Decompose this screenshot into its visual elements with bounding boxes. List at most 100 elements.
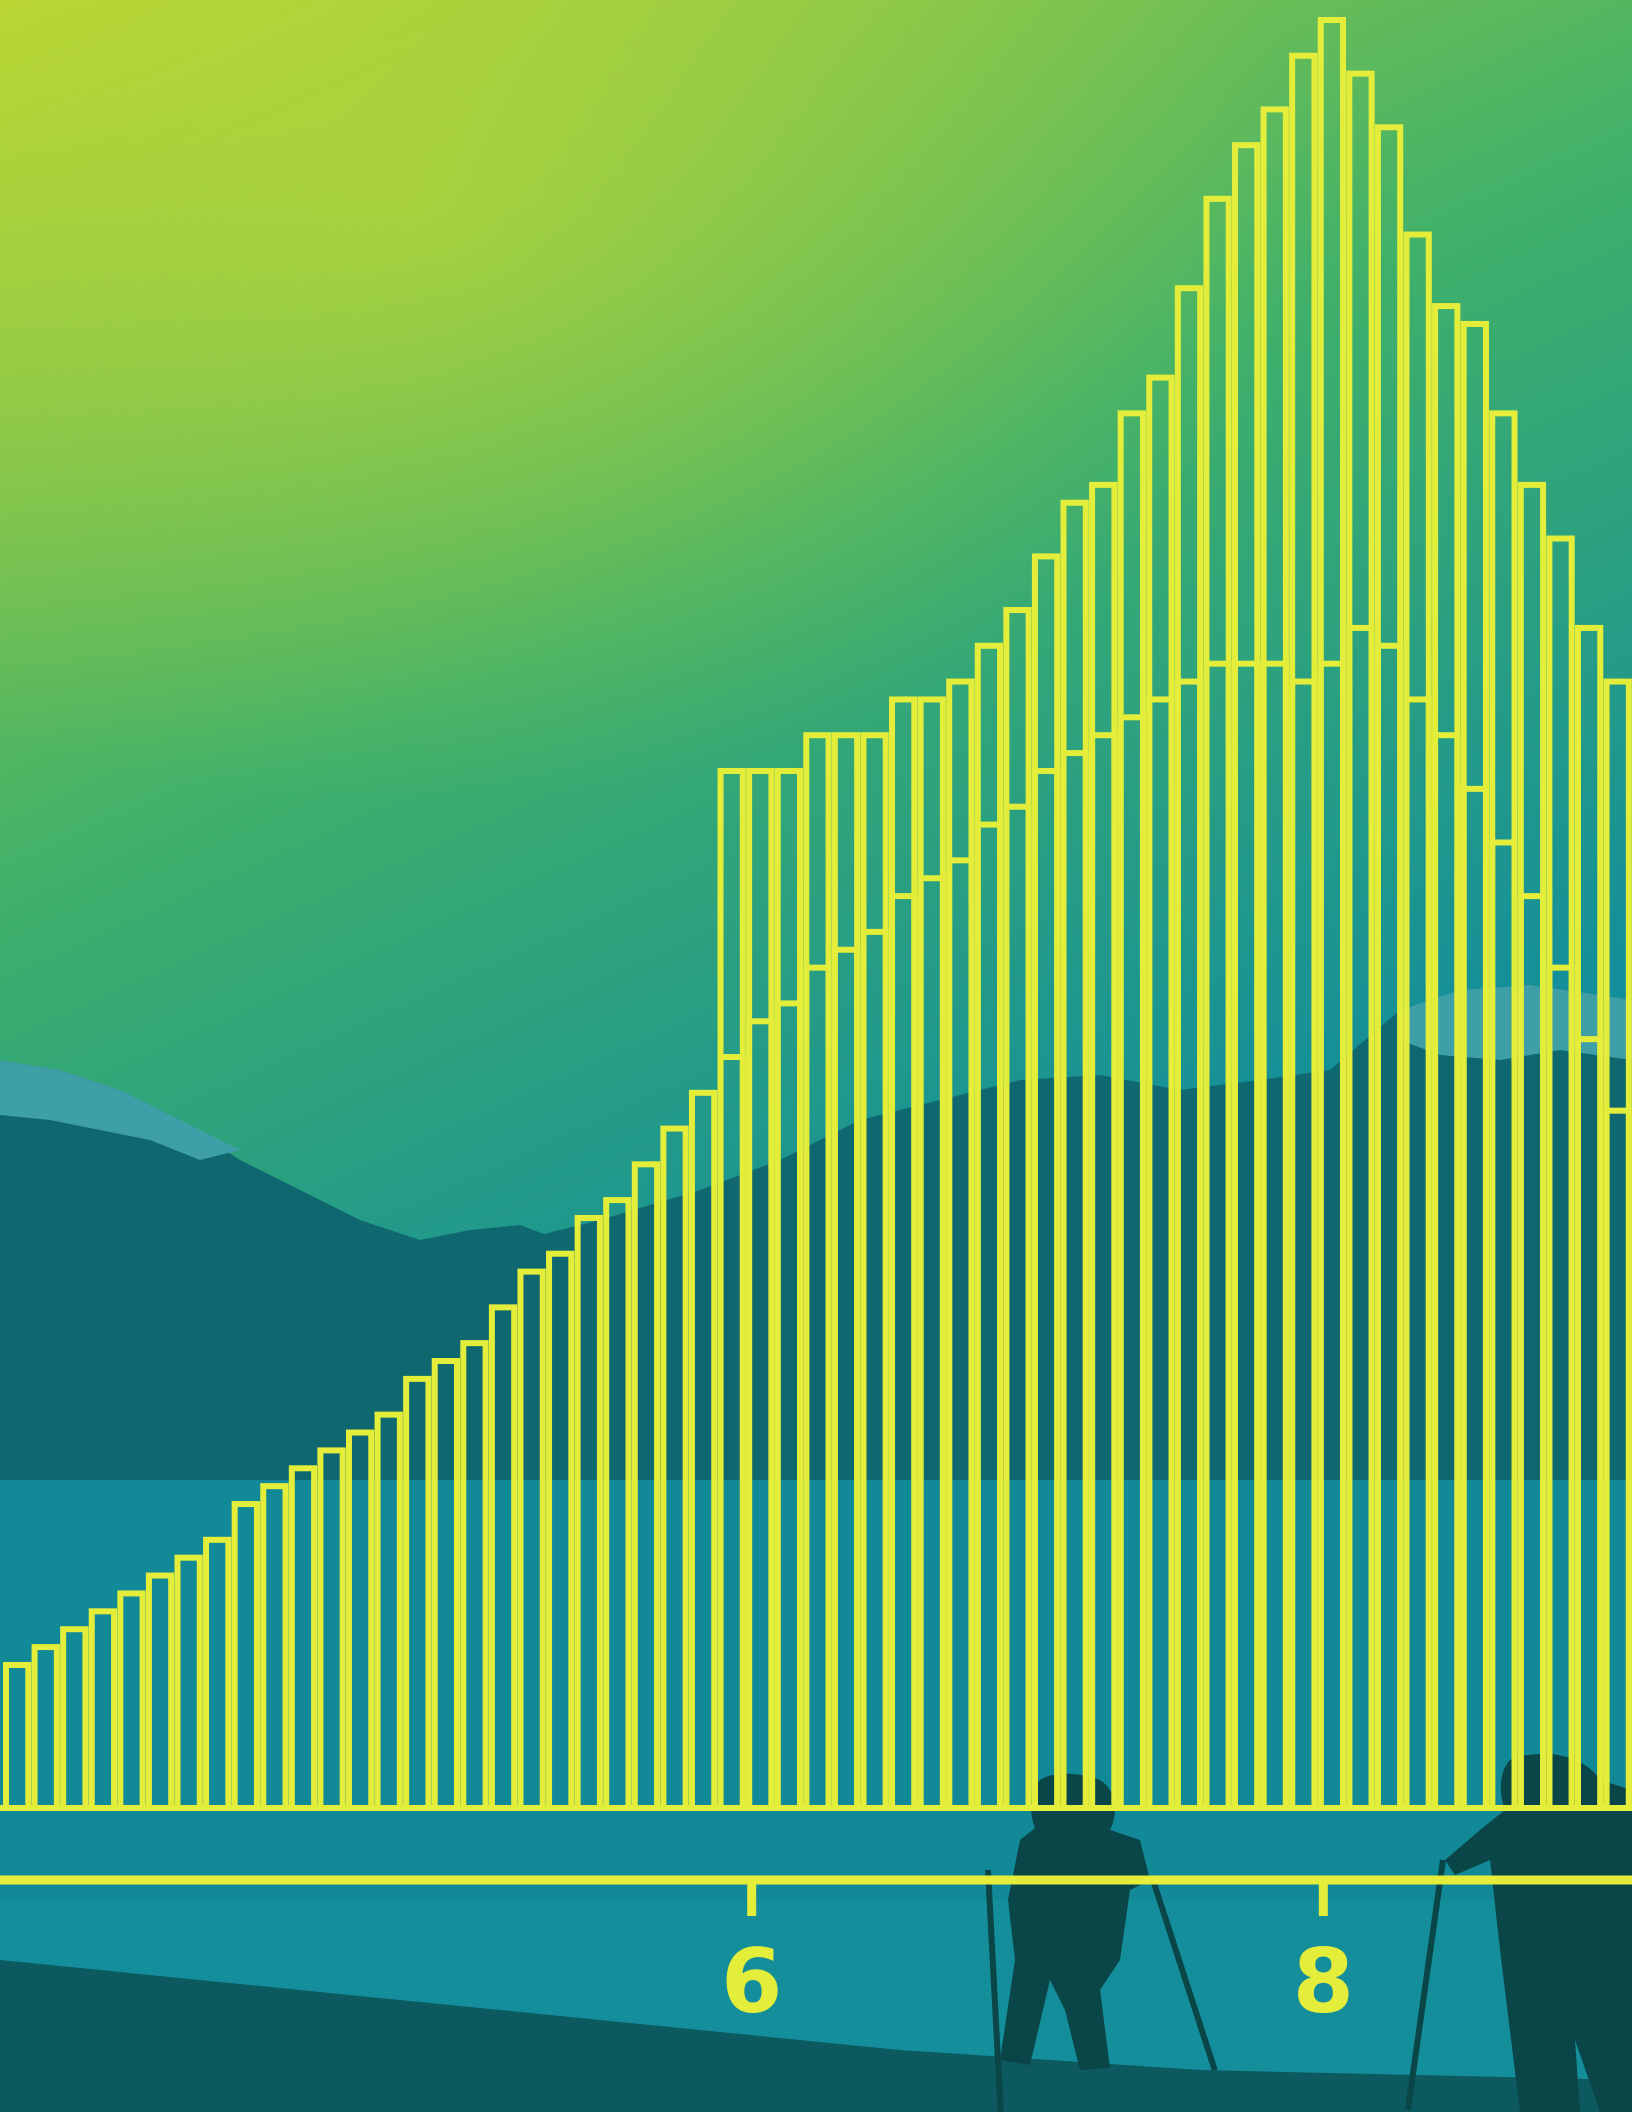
- histogram-bar: [1232, 660, 1261, 1811]
- histogram-series-1: [3, 624, 1632, 1812]
- trekking-pole-right: [1404, 1859, 1446, 2110]
- histogram-bar: [1031, 553, 1061, 1811]
- histogram-bar: [1060, 750, 1089, 1812]
- x-tick-label: 6: [721, 1930, 782, 2033]
- histogram-bar: [1232, 142, 1261, 1811]
- histogram-bar: [917, 875, 946, 1811]
- histogram-bar: [403, 1375, 432, 1811]
- histogram-bar: [1146, 696, 1175, 1812]
- hiker-left: [1000, 1773, 1150, 2070]
- histogram-bar: [831, 732, 861, 1812]
- histogram-bar: [1603, 1107, 1632, 1812]
- histogram-bar: [1574, 624, 1604, 1811]
- histogram-bar: [1203, 660, 1232, 1811]
- histogram-bar: [1603, 678, 1632, 1811]
- hiker-right: [1445, 1753, 1632, 2112]
- snow-cap-left: [0, 1060, 240, 1160]
- histogram-bar: [831, 946, 861, 1811]
- histogram-series-2: [717, 17, 1632, 1812]
- histogram-bar: [1003, 607, 1032, 1811]
- histogram-bar: [488, 1304, 518, 1811]
- histogram-bar: [431, 1358, 461, 1811]
- histogram-bar: [631, 1161, 661, 1811]
- histogram-bar: [117, 1590, 146, 1811]
- histogram-bar: [946, 678, 975, 1811]
- histogram-bar: [860, 928, 889, 1811]
- histogram-bar: [660, 1125, 689, 1812]
- histogram-bar: [203, 1536, 232, 1812]
- x-tick-label: 8: [1293, 1930, 1354, 2033]
- trekking-pole-left-a: [985, 1869, 1004, 2112]
- histogram-bar: [88, 1608, 118, 1811]
- histogram-bar: [288, 1465, 318, 1812]
- histogram-bar: [1289, 52, 1318, 1811]
- histogram-bar: [174, 1554, 203, 1812]
- histogram-bar: [1403, 696, 1432, 1812]
- histogram-bar: [1146, 374, 1175, 1812]
- histogram-bar: [1374, 642, 1404, 1811]
- histogram-bar: [1346, 624, 1375, 1811]
- histogram-bar: [603, 1197, 632, 1811]
- histogram-bar: [1060, 499, 1089, 1811]
- foreground-slope: [0, 1960, 1632, 2112]
- histogram-bar: [1089, 732, 1118, 1812]
- histogram-bar: [803, 732, 832, 1812]
- histogram-bar: [1317, 660, 1347, 1811]
- histogram-bar: [1317, 17, 1347, 1811]
- histogram-bar: [1117, 410, 1146, 1811]
- histogram-bar: [746, 767, 775, 1812]
- histogram-bar: [517, 1268, 546, 1811]
- histogram-bar: [1489, 839, 1518, 1811]
- histogram-bar: [1089, 481, 1118, 1811]
- frozen-lake: [0, 1480, 1632, 1900]
- histogram-bar: [1574, 1036, 1604, 1812]
- histogram-bar: [774, 1000, 803, 1811]
- histogram-bar: [1203, 195, 1232, 1811]
- histogram-bar: [917, 696, 946, 1812]
- histogram-bar: [974, 642, 1004, 1811]
- histogram-bar: [1174, 285, 1204, 1812]
- histogram-bar: [1346, 70, 1375, 1811]
- histogram-bar: [3, 1661, 32, 1811]
- aurora-glow: [0, 0, 1632, 1100]
- histogram-bar: [345, 1429, 375, 1812]
- histogram-bar: [717, 1054, 746, 1812]
- histogram-bar: [889, 893, 918, 1811]
- histogram-bar: [1546, 964, 1575, 1811]
- trekking-pole-left-b: [1150, 1879, 1218, 2072]
- histogram-bar: [1260, 106, 1289, 1811]
- histogram-bar: [1432, 303, 1461, 1812]
- histogram-bar: [546, 1250, 575, 1811]
- histogram-bar: [1289, 678, 1318, 1811]
- mountain-left: [0, 1060, 560, 1520]
- histogram-bar: [1546, 535, 1575, 1811]
- histogram-bar: [574, 1214, 603, 1811]
- histogram-bar: [974, 821, 1004, 1811]
- histogram-bars: [0, 17, 1632, 1812]
- histogram-bar: [1517, 481, 1547, 1811]
- histogram-bar: [889, 696, 918, 1812]
- histogram-bar: [1117, 714, 1146, 1812]
- hiker-silhouettes: [985, 1753, 1632, 2112]
- histogram-bar: [1460, 320, 1489, 1812]
- histogram-bar: [260, 1483, 289, 1812]
- histogram-bar: [1374, 124, 1404, 1811]
- histogram-bar: [1031, 767, 1061, 1812]
- histogram-bar: [1517, 893, 1547, 1811]
- histogram-bar: [374, 1411, 403, 1811]
- histogram-bar: [1489, 410, 1518, 1811]
- histogram-bar: [1403, 231, 1432, 1811]
- histogram-bar: [746, 1018, 775, 1811]
- histogram-bar: [145, 1572, 175, 1812]
- histogram-bar: [946, 857, 975, 1811]
- histogram-bar: [860, 732, 889, 1812]
- histogram-bar: [688, 1089, 718, 1812]
- histogram-bar: [1260, 660, 1289, 1811]
- histogram-bar: [717, 767, 746, 1812]
- histogram-bar: [1460, 785, 1489, 1811]
- histogram-bar: [317, 1447, 346, 1812]
